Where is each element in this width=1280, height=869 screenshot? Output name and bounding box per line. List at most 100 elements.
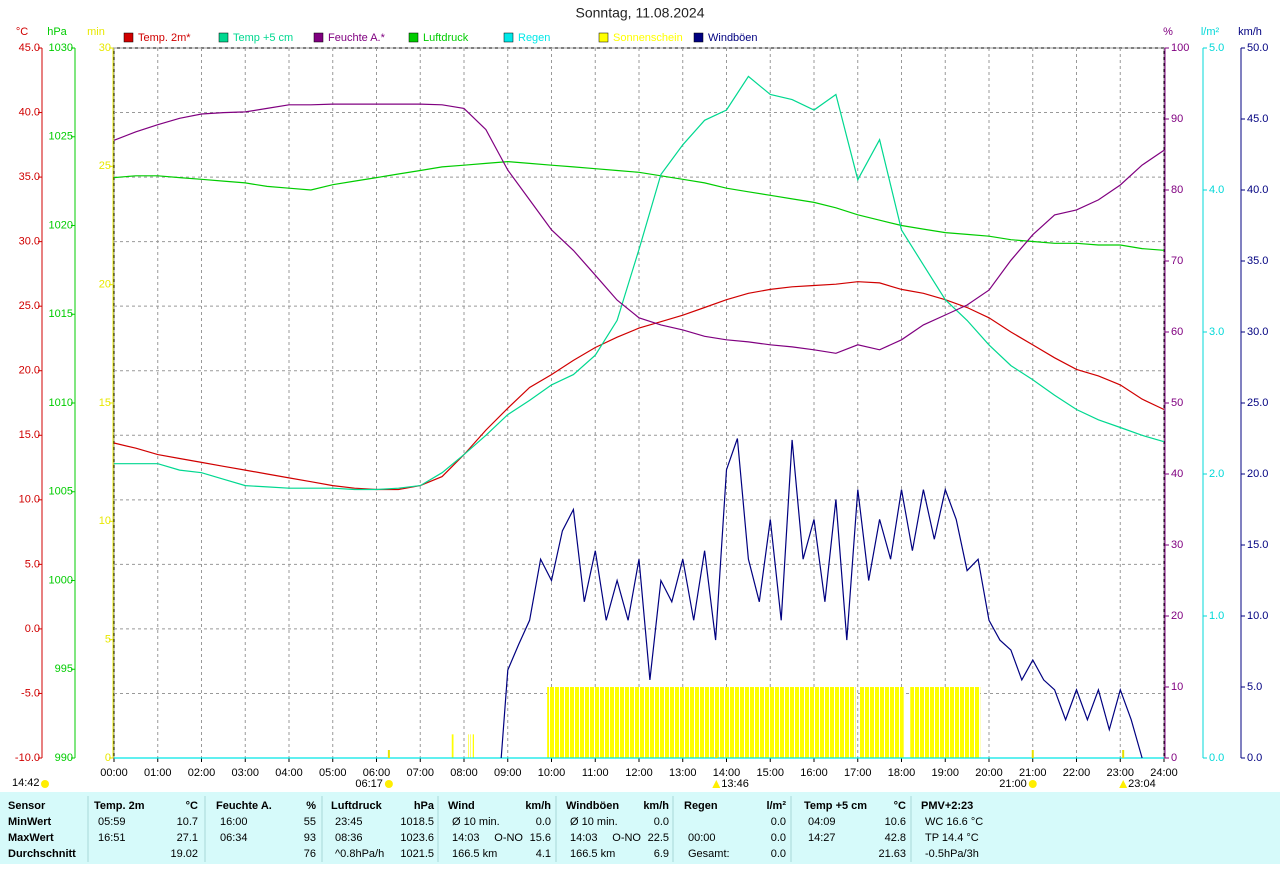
cell-value: 27.1 [177,832,198,844]
y-tick-label: 5.0 [1247,681,1262,693]
column-unit: km/h [525,800,551,812]
y-tick-label: -5.0 [21,687,40,699]
y-tick-label: 25 [99,160,111,172]
column-title: Temp +5 cm [804,800,867,812]
x-tick-label: 06:00 [363,767,391,779]
y-tick-label: 40.0 [19,106,40,118]
cell-value: 10.6 [885,816,906,828]
y-tick-label: 0.0 [1209,752,1224,764]
cell-value: 1018.5 [400,816,434,828]
cell-value: 0.0 [771,832,786,844]
x-tick-label: 01:00 [144,767,172,779]
cell-direction: O-NO [494,832,523,844]
cell-value: 22.5 [648,832,669,844]
y-tick-label: 35.0 [1247,255,1268,267]
annotation-symbol [1028,780,1037,788]
annotation-label: 13:46 [721,778,749,790]
legend-swatch [598,32,609,43]
cell-value: 42.8 [885,832,906,844]
y-tick-label: 0.0 [1247,752,1262,764]
y-tick-label: 1000 [49,574,73,586]
y-axis-unit: hPa [47,26,67,38]
y-tick-label: 50.0 [1247,42,1268,54]
cell-text: 166.5 km [570,848,615,860]
sunshine-bar [451,734,454,758]
cell-text: 04:09 [808,816,836,828]
column-unit: km/h [643,800,669,812]
cell-text: 166.5 km [452,848,497,860]
y-tick-label: 20 [1171,610,1183,622]
cell-value: 0.0 [654,816,669,828]
legend-label: Temp +5 cm [233,32,293,44]
cell-text: TP 14.4 °C [925,832,979,844]
cell-value: 55 [304,816,316,828]
x-tick-label: 12:00 [625,767,653,779]
y-tick-label: 30.0 [1247,326,1268,338]
y-tick-label: 10 [99,515,111,527]
annotation-label: 21:00 [999,778,1027,790]
y-tick-label: 1030 [49,42,73,54]
table-background [0,792,1280,864]
sunshine-bar [859,687,904,758]
cell-direction: O-NO [612,832,641,844]
cell-value: 21.63 [878,848,906,860]
cell-text: 05:59 [98,816,126,828]
annotation-symbol [384,780,393,788]
y-tick-label: 1025 [49,131,73,143]
x-tick-label: 10:00 [538,767,566,779]
row-label: MaxWert [8,832,54,844]
y-tick-label: 30.0 [19,236,40,248]
y-tick-label: 40 [1171,468,1183,480]
cell-value: 93 [304,832,316,844]
y-tick-label: 10 [1171,681,1183,693]
y-tick-label: 10.0 [19,494,40,506]
sunshine-bar [472,734,475,758]
legend-swatch [218,32,229,43]
series-line [114,75,1165,491]
legend-swatch [408,32,419,43]
y-tick-label: 1015 [49,308,73,320]
legend-label: Sonnenschein [613,32,683,44]
annotation-label: 23:04 [1128,778,1156,790]
legend-label: Temp. 2m* [138,32,191,44]
cell-text: Ø 10 min. [570,816,618,828]
cell-value: 10.7 [177,816,198,828]
y-tick-label: 25.0 [19,300,40,312]
x-tick-label: 05:00 [319,767,347,779]
x-tick-label: 08:00 [450,767,478,779]
cell-text: 23:45 [335,816,363,828]
y-tick-label: 1020 [49,219,73,231]
cell-text: 14:03 [452,832,480,844]
y-tick-label: 1.0 [1209,610,1224,622]
cell-value: 0.0 [536,816,551,828]
y-tick-label: 100 [1171,42,1189,54]
x-tick-label: 22:00 [1063,767,1091,779]
column-unit: l/m² [766,800,786,812]
x-tick-label: 20:00 [975,767,1003,779]
legend-label: Regen [518,32,550,44]
y-tick-label: 995 [55,663,73,675]
cell-text: 08:36 [335,832,363,844]
x-tick-label: 15:00 [756,767,784,779]
sunshine-bar [468,734,471,758]
y-tick-label: 15 [99,397,111,409]
x-tick-label: 19:00 [931,767,959,779]
y-tick-label: -10.0 [15,752,40,764]
cell-text: Gesamt: [688,848,730,860]
y-tick-label: 5 [105,634,111,646]
y-axis-unit: min [87,26,105,38]
y-tick-label: 60 [1171,326,1183,338]
cell-text: 16:00 [220,816,248,828]
y-tick-label: 25.0 [1247,397,1268,409]
y-tick-label: 50 [1171,397,1183,409]
x-tick-label: 17:00 [844,767,872,779]
y-axis-unit: % [1163,26,1173,38]
y-tick-label: 45.0 [19,42,40,54]
cell-value: 19.02 [170,848,198,860]
cell-text: 06:34 [220,832,248,844]
y-tick-label: 5.0 [1209,42,1224,54]
column-unit: °C [186,800,198,812]
y-tick-label: 90 [1171,113,1183,125]
